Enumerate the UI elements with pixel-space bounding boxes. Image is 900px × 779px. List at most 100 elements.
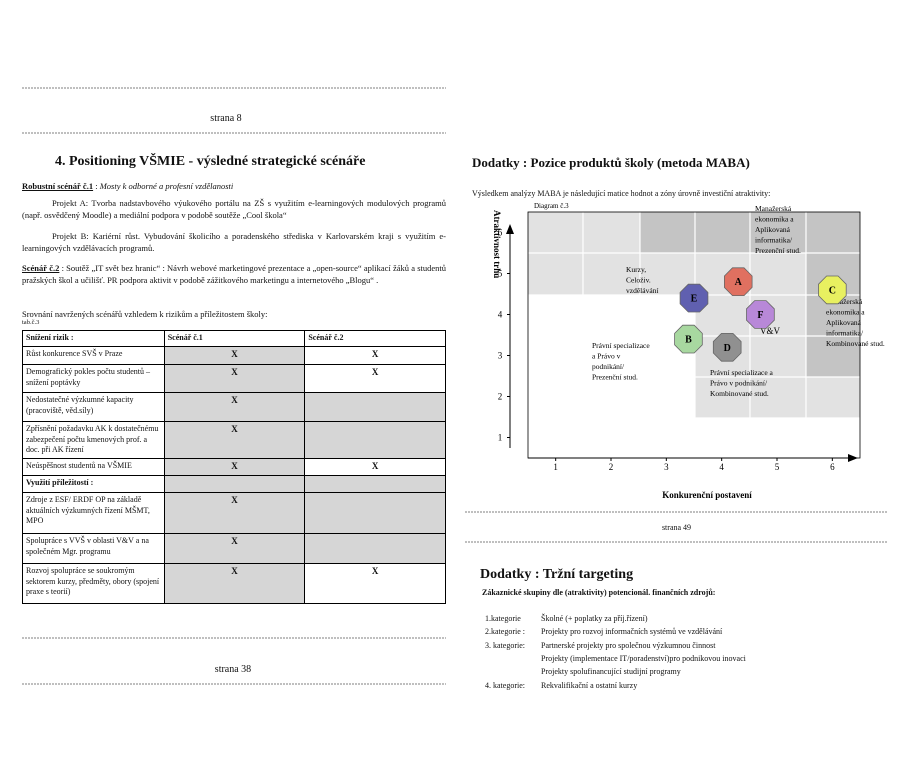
table-row: Zpřísnění požadavku AK k dostatečnému za… [22, 421, 446, 459]
page-number: strana 49 [661, 523, 692, 532]
product-label: B [685, 335, 692, 346]
annotation: V&V [760, 326, 781, 336]
product-marker [818, 275, 847, 305]
caption: Diagram č.3 [534, 202, 569, 210]
table-cell [304, 492, 446, 534]
list-text: Projekty spolufinancující studijní progr… [541, 667, 681, 677]
table-row: Růst konkurence SVŠ v Praze X X [22, 346, 446, 365]
table-row: Spolupráce s VVŠ v oblasti V&V a na spol… [22, 533, 446, 564]
table-cell: X [304, 458, 446, 476]
table-cell: Rozvoj spolupráce se soukromým sektorem … [22, 563, 165, 604]
table-cell: Využití příležitostí : [22, 475, 165, 493]
product-marker [712, 332, 742, 362]
table-cell [304, 421, 446, 459]
table-header: Snížení rizik : Scénář č.1 Scénář č.2 [22, 330, 446, 347]
label: Robustní scénář č.1 [22, 181, 94, 191]
text: strana 38 [214, 664, 252, 675]
product-marker [746, 300, 775, 329]
maba-diagram: Diagram č.3 1 2 3 4 5 6 1 2 3 4 5 6 Konkurenční posta… [492, 202, 885, 500]
arrow [848, 454, 858, 462]
arrow [506, 224, 514, 234]
paragraph: Scénář č.2 : Soutěž „IT svět bez hranic“… [22, 263, 446, 286]
table-row: Využití příležitostí : [22, 475, 446, 493]
annotation: ekonomika a [755, 215, 794, 224]
paragraph: Výsledkem analýzy MABA je následující ma… [472, 189, 771, 198]
list-text: Rekvalifikační a ostatní kurzy [541, 680, 638, 690]
annotation: Manažerská [826, 297, 863, 306]
heading: Dodatky : Tržní targeting [480, 567, 634, 582]
table-cell: Růst konkurence SVŠ v Praze [22, 346, 165, 365]
header-cell: Scénář č.2 [304, 330, 446, 347]
y-tick-label: 3 [498, 351, 503, 361]
paragraph: Projekt A: Tvorba nadstavbového výukovéh… [22, 198, 446, 220]
list-label: 2.kategorie : [485, 627, 525, 637]
annotation: Právní specializace a [710, 368, 774, 377]
x-tick-label: 5 [775, 462, 780, 472]
table-cell: Neúspěšnost studentů na VŠMIE [22, 458, 165, 476]
list-label: 3. kategorie: [485, 640, 525, 650]
x-tick-label: 6 [830, 462, 835, 472]
table-cell: X [304, 563, 446, 604]
list-text: Školné (+ poplatky za příj.řízení) [541, 614, 648, 623]
text: Mosty k odborné a profesní vzdělanosti [99, 181, 234, 191]
annotation: Manažerská [755, 204, 792, 213]
list-text: Projekty pro rozvoj informačních systémů… [541, 627, 723, 637]
annotation: vzdělávání [626, 286, 658, 295]
y-tick-label: 4 [498, 310, 503, 320]
product-marker [679, 283, 709, 313]
list-text: Projekty (implementace IT/poradenství)pr… [541, 653, 746, 663]
table-cell: X [163, 458, 306, 476]
y-tick-label: 6 [498, 228, 503, 238]
table-id: tab.č.3 [22, 319, 40, 326]
text: : Soutěž „IT svět bez hranic“ : Návrh we… [22, 263, 447, 285]
table-cell: Zdroje z ESF/ ERDF OP na základě aktuáln… [22, 492, 165, 534]
product-label: A [735, 277, 743, 288]
table-cell: Nedostatečné výzkumné kapacity (pracoviš… [22, 392, 165, 422]
header-cell: Scénář č.1 [163, 330, 306, 347]
heading: 4. Positioning VŠMIE - výsledné strategi… [55, 154, 366, 169]
annotation: Celoživ. [626, 276, 651, 285]
annotation: Kombinované stud. [710, 389, 769, 398]
annotation: Prezenční stud. [755, 246, 801, 255]
x-axis-title: Konkurenční postavení [662, 490, 752, 500]
table-cell: Demografický pokles počtu studentů – sní… [22, 364, 165, 393]
product-label: C [829, 285, 836, 296]
separator-text: : [93, 181, 100, 191]
table-cell: X [163, 563, 306, 604]
table-cell: X [163, 492, 306, 534]
paragraph: Projekt B: Kariérní růst. Vybudování ško… [22, 231, 446, 253]
annotation: Aplikovaná [755, 225, 791, 234]
annotation: podnikání/ [592, 362, 625, 371]
product-marker [674, 324, 703, 354]
product-label: E [691, 294, 698, 305]
annotation: ekonomika a [826, 308, 865, 317]
heading: Dodatky : Pozice produktů školy (metoda … [472, 155, 750, 170]
annotation: informatika/ [755, 236, 793, 245]
annotation: Právo v podnikání/ [710, 379, 768, 388]
table-row: Rozvoj spolupráce se soukromým sektorem … [22, 563, 446, 604]
comparison-table: Snížení rizik : Scénář č.1 Scénář č.2 Růst … [22, 330, 446, 604]
list-text: Partnerské projekty pro společnou výzkum… [541, 640, 716, 650]
page-number: strana 8 [210, 113, 242, 124]
table-cell: X [163, 421, 306, 459]
table-cell [304, 392, 446, 422]
x-tick-label: 3 [664, 462, 669, 472]
product-label: F [757, 310, 763, 321]
header-cell: Snížení rizik : [22, 330, 165, 347]
annotation: Prezenční stud. [592, 373, 638, 382]
table-row: Nedostatečné výzkumné kapacity (pracoviš… [22, 392, 446, 422]
product-marker [724, 267, 753, 297]
table-cell: Spolupráce s VVŠ v oblasti V&V a na spol… [22, 533, 165, 564]
y-axis-title: Atraktivnost trhu [492, 210, 502, 278]
annotation: Kombinované stud. [826, 339, 885, 348]
table-cell: X [163, 364, 306, 393]
paragraph: Srovnání navržených scénářů vzhledem k r… [22, 309, 268, 319]
table-cell [304, 475, 446, 493]
table-cell [304, 533, 446, 564]
y-tick-label: 2 [498, 392, 503, 402]
list-label: 1.kategorie [485, 614, 521, 623]
table-row: Zdroje z ESF/ ERDF OP na základě aktuáln… [22, 492, 446, 534]
table-cell [163, 475, 306, 493]
